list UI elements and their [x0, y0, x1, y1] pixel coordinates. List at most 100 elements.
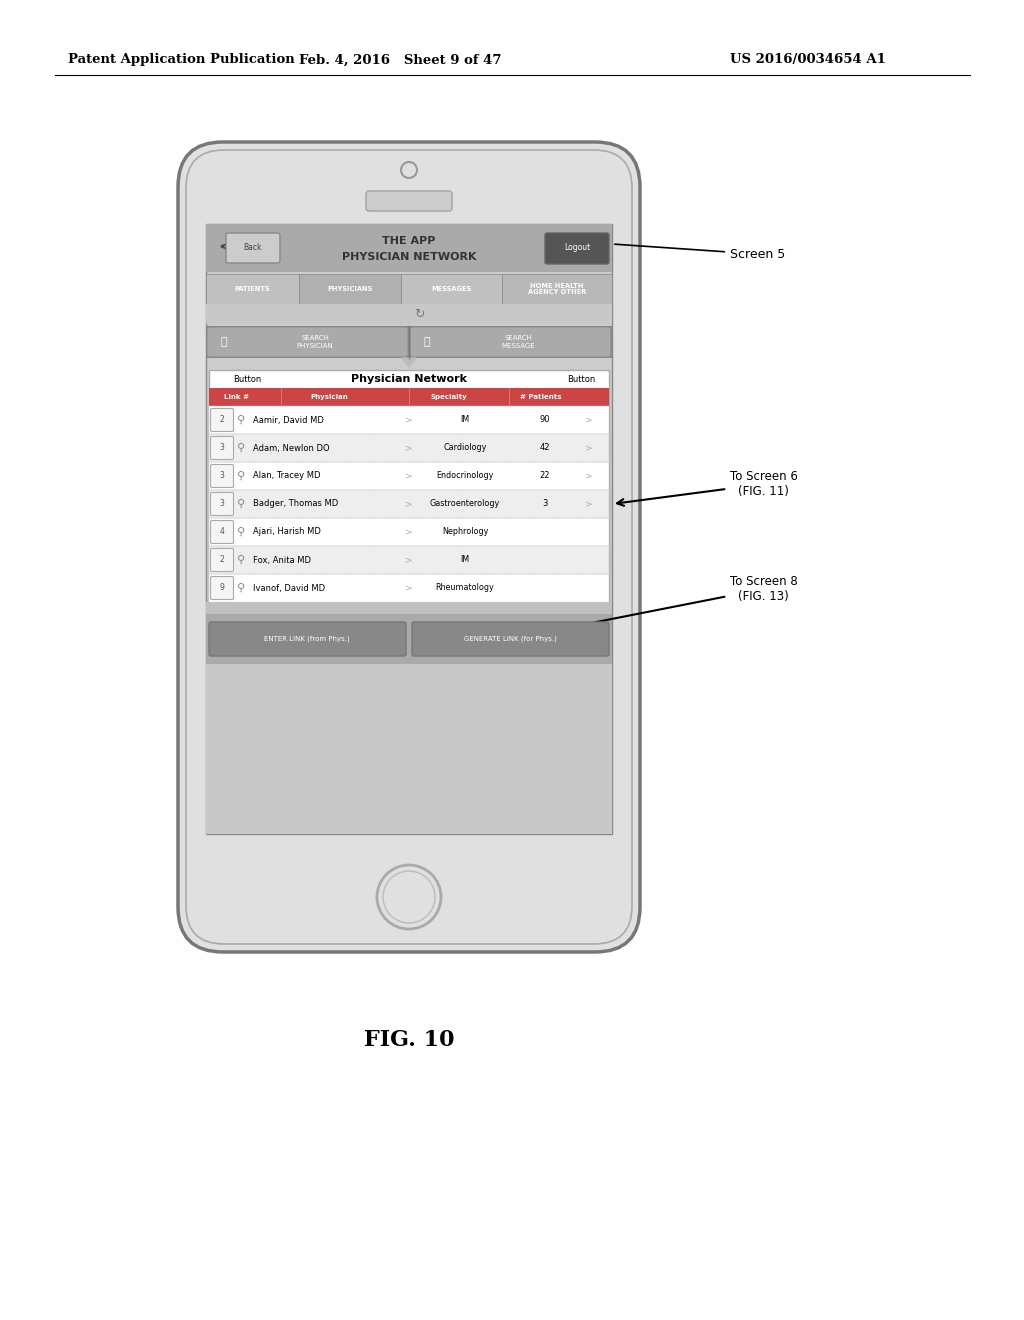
Text: Link #: Link # — [224, 393, 250, 400]
Text: Gastroenterology: Gastroenterology — [430, 499, 500, 508]
Text: 2: 2 — [219, 416, 224, 425]
FancyBboxPatch shape — [206, 602, 612, 614]
FancyBboxPatch shape — [209, 517, 609, 546]
FancyBboxPatch shape — [211, 520, 233, 544]
Text: Button: Button — [232, 375, 261, 384]
FancyBboxPatch shape — [226, 234, 280, 263]
Text: Feb. 4, 2016   Sheet 9 of 47: Feb. 4, 2016 Sheet 9 of 47 — [299, 54, 502, 66]
Text: Specialty: Specialty — [431, 393, 467, 400]
FancyBboxPatch shape — [206, 224, 612, 272]
FancyBboxPatch shape — [206, 304, 612, 323]
Text: Nephrology: Nephrology — [441, 528, 488, 536]
Text: 42: 42 — [540, 444, 550, 453]
Text: 90: 90 — [540, 416, 550, 425]
Text: ⚲: ⚲ — [237, 414, 245, 425]
Text: PHYSICIANS: PHYSICIANS — [328, 286, 373, 292]
Text: Endocrinology: Endocrinology — [436, 471, 494, 480]
Text: 2: 2 — [219, 556, 224, 565]
Text: FIG. 10: FIG. 10 — [364, 1030, 455, 1051]
Text: ⌕: ⌕ — [221, 337, 227, 347]
Text: >: > — [406, 528, 413, 536]
FancyBboxPatch shape — [209, 462, 609, 490]
FancyBboxPatch shape — [208, 327, 407, 356]
Text: HOME HEALTH
AGENCY OTHER: HOME HEALTH AGENCY OTHER — [528, 282, 587, 296]
Text: PATIENTS: PATIENTS — [234, 286, 270, 292]
FancyBboxPatch shape — [211, 549, 233, 572]
Text: Adam, Newlon DO: Adam, Newlon DO — [253, 444, 330, 453]
FancyBboxPatch shape — [209, 434, 609, 462]
Text: Ajari, Harish MD: Ajari, Harish MD — [253, 528, 321, 536]
Text: 3: 3 — [219, 444, 224, 453]
Text: SEARCH
MESSAGE: SEARCH MESSAGE — [501, 335, 535, 348]
Text: Fox, Anita MD: Fox, Anita MD — [253, 556, 311, 565]
Text: Back: Back — [244, 243, 262, 252]
FancyBboxPatch shape — [206, 275, 299, 304]
Text: >: > — [406, 444, 413, 453]
Text: Alan, Tracey MD: Alan, Tracey MD — [253, 471, 321, 480]
FancyBboxPatch shape — [299, 275, 400, 304]
Text: ⚲: ⚲ — [237, 554, 245, 565]
FancyBboxPatch shape — [209, 388, 609, 407]
Text: # Patients: # Patients — [520, 393, 562, 400]
Text: 3: 3 — [543, 499, 548, 508]
FancyBboxPatch shape — [211, 437, 233, 459]
Text: GENERATE LINK (for Phys.): GENERATE LINK (for Phys.) — [464, 636, 556, 643]
Text: Physician Network: Physician Network — [351, 374, 467, 384]
Text: Button: Button — [567, 375, 595, 384]
FancyBboxPatch shape — [209, 574, 609, 602]
Text: US 2016/0034654 A1: US 2016/0034654 A1 — [730, 54, 886, 66]
Circle shape — [377, 865, 441, 929]
Text: 9: 9 — [219, 583, 224, 593]
FancyBboxPatch shape — [411, 327, 610, 356]
Text: 22: 22 — [540, 471, 550, 480]
Text: >: > — [406, 583, 413, 593]
Text: >: > — [406, 471, 413, 480]
Text: 3: 3 — [219, 471, 224, 480]
Text: Logout: Logout — [564, 243, 590, 252]
FancyBboxPatch shape — [206, 614, 612, 664]
Polygon shape — [402, 358, 416, 367]
FancyBboxPatch shape — [206, 224, 612, 834]
Text: To Screen 8
(FIG. 13): To Screen 8 (FIG. 13) — [515, 576, 798, 640]
Text: >: > — [406, 416, 413, 425]
Text: ENTER LINK (from Phys.): ENTER LINK (from Phys.) — [264, 636, 350, 643]
Text: <: < — [218, 239, 232, 257]
Text: ⚲: ⚲ — [237, 444, 245, 453]
Text: >: > — [406, 556, 413, 565]
Text: >: > — [585, 471, 593, 480]
Text: >: > — [406, 499, 413, 508]
Text: IM: IM — [461, 416, 470, 425]
Text: Ivanof, David MD: Ivanof, David MD — [253, 583, 326, 593]
Text: ⚲: ⚲ — [237, 499, 245, 510]
Text: >: > — [585, 499, 593, 508]
Text: Screen 5: Screen 5 — [614, 244, 785, 260]
FancyBboxPatch shape — [400, 275, 503, 304]
FancyBboxPatch shape — [366, 191, 452, 211]
Text: Physician: Physician — [310, 393, 348, 400]
FancyBboxPatch shape — [211, 492, 233, 516]
Text: Cardiology: Cardiology — [443, 444, 486, 453]
FancyBboxPatch shape — [545, 234, 609, 264]
Text: PHYSICIAN NETWORK: PHYSICIAN NETWORK — [342, 252, 476, 261]
Text: ⚲: ⚲ — [237, 583, 245, 593]
Text: ↻: ↻ — [414, 308, 424, 321]
Text: >: > — [585, 416, 593, 425]
FancyBboxPatch shape — [209, 490, 609, 517]
FancyBboxPatch shape — [412, 622, 609, 656]
Text: Aamir, David MD: Aamir, David MD — [253, 416, 324, 425]
Text: IM: IM — [461, 556, 470, 565]
Text: SEARCH
PHYSICIAN: SEARCH PHYSICIAN — [297, 335, 334, 348]
FancyBboxPatch shape — [211, 408, 233, 432]
FancyBboxPatch shape — [503, 275, 612, 304]
Text: Patent Application Publication: Patent Application Publication — [68, 54, 295, 66]
FancyBboxPatch shape — [209, 407, 609, 434]
FancyBboxPatch shape — [209, 370, 609, 602]
FancyBboxPatch shape — [209, 546, 609, 574]
FancyBboxPatch shape — [211, 577, 233, 599]
Text: MESSAGES: MESSAGES — [431, 286, 472, 292]
Text: ⚲: ⚲ — [237, 471, 245, 480]
Text: 4: 4 — [219, 528, 224, 536]
FancyBboxPatch shape — [209, 622, 406, 656]
Text: 3: 3 — [219, 499, 224, 508]
Text: To Screen 6
(FIG. 11): To Screen 6 (FIG. 11) — [617, 470, 798, 506]
